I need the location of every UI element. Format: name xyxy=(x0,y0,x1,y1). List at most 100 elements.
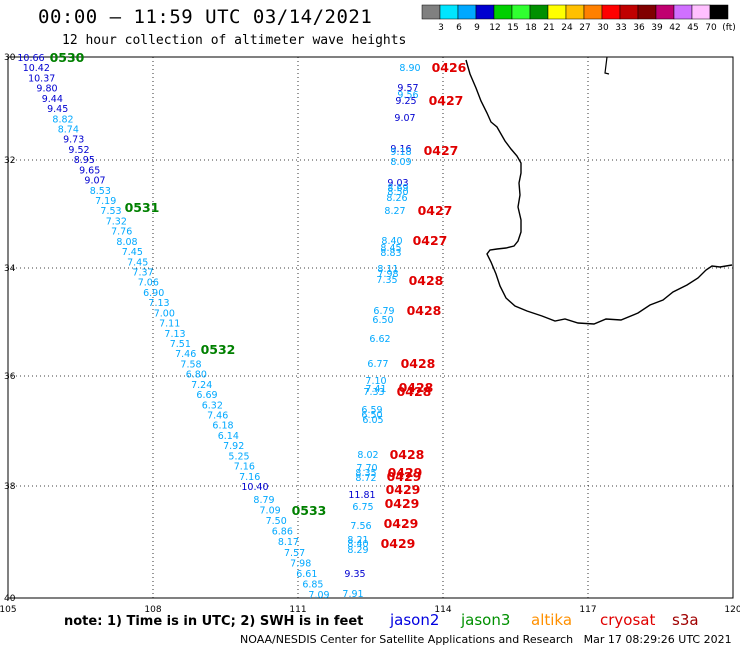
color-swatch xyxy=(637,4,657,20)
legend-note: note: 1) Time is in UTC; 2) SWH is in fe… xyxy=(64,614,363,629)
pass-time-label: 0427 xyxy=(418,203,453,218)
color-scale-label: 27 xyxy=(579,23,590,33)
wave-height-value: 7.58 xyxy=(180,359,201,370)
color-scale-label: 39 xyxy=(651,23,663,33)
color-scale-label: 3 xyxy=(438,23,444,33)
color-scale-label: 9 xyxy=(474,23,480,33)
latitude-label: 38 xyxy=(4,482,16,492)
wave-height-value: 8.74 xyxy=(58,125,79,136)
wave-height-value: 7.24 xyxy=(191,380,212,391)
color-scale-label: 45 xyxy=(687,23,698,33)
wave-height-value: 9.35 xyxy=(344,569,365,580)
satellite-legend-item: jason3 xyxy=(460,611,510,629)
coastline-island xyxy=(604,56,610,75)
wave-height-value: 7.45 xyxy=(127,257,148,268)
wave-height-value: 7.92 xyxy=(223,441,244,452)
wave-height-value: 6.69 xyxy=(196,390,217,401)
color-swatch xyxy=(421,4,441,20)
wave-height-value: 8.02 xyxy=(357,450,378,461)
color-scale-label: 12 xyxy=(489,23,500,33)
wave-height-value: 6.50 xyxy=(372,315,393,326)
color-swatch xyxy=(493,4,513,20)
wave-height-value: 8.27 xyxy=(384,206,405,217)
color-swatch xyxy=(511,4,531,20)
color-swatch xyxy=(457,4,477,20)
wave-height-value: 9.16 xyxy=(390,144,411,155)
color-scale-bar: 3 6 9 12 15 18 21 24 27 30 33 36 39 42 45 70 (ft) xyxy=(421,4,736,33)
wave-height-value: 9.07 xyxy=(84,176,105,187)
color-scale-label: 15 xyxy=(507,23,518,33)
wave-height-value: 8.72 xyxy=(355,473,376,484)
pass-time-label: 0429 xyxy=(388,465,423,480)
wave-height-value: 7.70 xyxy=(356,463,377,474)
color-swatch xyxy=(565,4,585,20)
color-scale-label: 21 xyxy=(543,23,554,33)
wave-height-value: 6.77 xyxy=(367,359,388,370)
wave-height-value: 8.69 xyxy=(387,183,408,194)
color-swatch xyxy=(709,4,729,20)
wave-height-value: 9.57 xyxy=(397,83,418,94)
color-swatch xyxy=(583,4,603,20)
latitude-label: 34 xyxy=(4,264,16,274)
wave-height-value: 8.82 xyxy=(52,114,73,125)
longitude-label: 117 xyxy=(579,605,596,615)
wave-height-value: 6.86 xyxy=(272,527,293,538)
wave-height-value: 8.90 xyxy=(399,63,420,74)
wave-height-value: 7.00 xyxy=(154,308,175,319)
pass-time-label: 0427 xyxy=(424,143,459,158)
wave-height-value: 7.33 xyxy=(363,387,384,398)
latitude-label: 36 xyxy=(4,372,16,382)
wave-height-value: 11.81 xyxy=(348,490,375,501)
pass-time-label: 0428 xyxy=(397,384,432,399)
wave-height-value: 8.17 xyxy=(278,537,299,548)
pass-time-label: 0531 xyxy=(125,200,160,215)
wave-height-value: 7.32 xyxy=(106,216,127,227)
wave-height-value: 7.11 xyxy=(159,319,180,330)
color-swatch xyxy=(655,4,675,20)
satellite-tracks: 10.6610.4210.379.809.449.458.828.749.739… xyxy=(17,53,420,601)
wave-height-value: 7.98 xyxy=(290,558,311,569)
wave-height-value: 6.85 xyxy=(302,579,323,590)
pass-time-label: 0530 xyxy=(50,50,85,65)
pass-time-label: 0428 xyxy=(399,380,434,395)
latitude-label: 30 xyxy=(4,53,16,63)
lat-lon-grid: 105 108 111 114 117 120 30 32 34 36 38 40 xyxy=(0,53,740,615)
pass-time-label: 0429 xyxy=(381,536,416,551)
wave-height-value: 6.80 xyxy=(186,370,207,381)
satellite-legend-item: cryosat xyxy=(600,611,655,629)
color-swatch xyxy=(691,4,711,20)
map-frame xyxy=(7,56,734,599)
wave-height-value: 9.52 xyxy=(68,145,89,156)
wave-height-value: 6.50 xyxy=(361,410,382,421)
longitude-label: 105 xyxy=(0,605,17,615)
wave-height-value: 9.73 xyxy=(63,135,84,146)
satellite-legend-item: altika xyxy=(531,611,572,629)
wave-height-value: 7.57 xyxy=(284,548,305,559)
wave-height-value: 9.45 xyxy=(47,104,68,115)
wave-height-value: 7.41 xyxy=(365,384,386,395)
color-swatch xyxy=(619,4,639,20)
wave-height-value: 7.16 xyxy=(239,472,260,483)
color-scale-label: (ft) xyxy=(722,23,736,33)
wave-height-value: 8.09 xyxy=(390,157,411,168)
wave-height-value: 7.35 xyxy=(376,275,397,286)
wave-height-value: 6.79 xyxy=(373,306,394,317)
wave-height-value: 10.37 xyxy=(28,73,55,84)
map-title: 00:00 – 11:59 UTC 03/14/2021 xyxy=(38,6,373,28)
wave-height-value: 8.26 xyxy=(386,193,407,204)
legend: note: 1) Time is in UTC; 2) SWH is in fe… xyxy=(64,611,699,629)
pass-time-label: 0429 xyxy=(384,516,419,531)
longitude-label: 108 xyxy=(144,605,161,615)
color-swatch xyxy=(547,4,567,20)
wave-height-value: 7.56 xyxy=(350,521,371,532)
wave-height-value: 8.21 xyxy=(347,535,368,546)
wave-height-value: 7.45 xyxy=(122,247,143,258)
color-scale-label: 33 xyxy=(615,23,626,33)
wave-height-value: 8.40 xyxy=(381,236,402,247)
wave-height-value: 7.13 xyxy=(164,329,185,340)
wave-height-value: 10.66 xyxy=(17,53,44,64)
wave-height-value: 7.06 xyxy=(138,278,159,289)
coastline-path xyxy=(465,59,733,325)
wave-height-value: 8.29 xyxy=(347,545,368,556)
wave-height-value: 7.53 xyxy=(100,206,121,217)
